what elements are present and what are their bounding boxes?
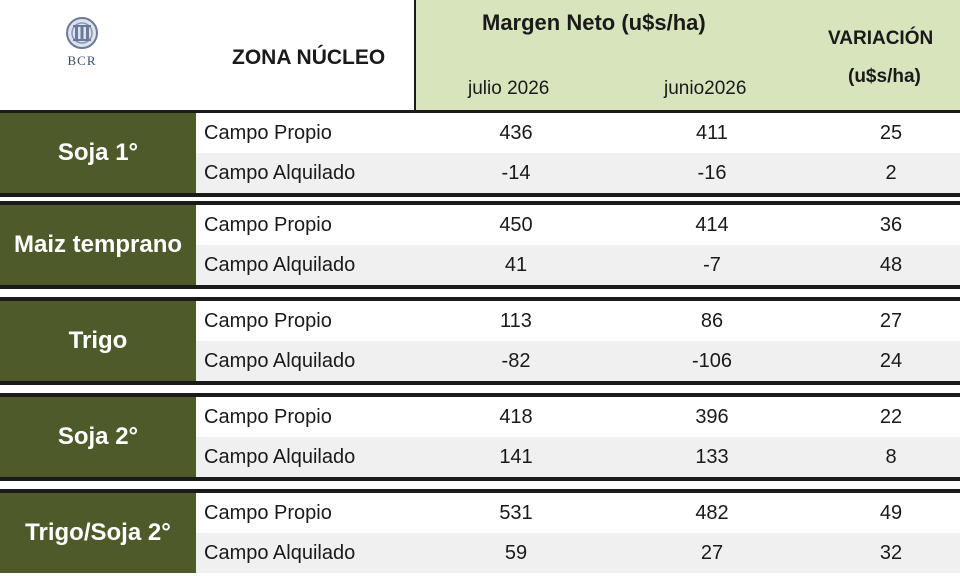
junio-value: 133 — [695, 446, 729, 468]
row-label: Campo Propio — [204, 502, 332, 524]
junio-value: 27 — [700, 542, 724, 564]
crop-label: Trigo/Soja 2° — [25, 519, 171, 546]
crop-label: Soja 2° — [57, 423, 139, 450]
variacion-header: VARIACIÓN — [828, 28, 934, 49]
crop-cell: Soja 1° — [0, 113, 196, 193]
zona-title: ZONA NÚCLEO — [232, 46, 386, 69]
table-row: Campo Propio 418 396 22 — [196, 397, 960, 437]
bcr-logo: BCR — [58, 16, 106, 72]
julio-value: -14 — [501, 162, 531, 184]
group-divider — [0, 285, 960, 289]
margen-header: Margen Neto (u$s/ha) — [482, 10, 706, 35]
junio-value: -106 — [691, 350, 733, 372]
row-label: Campo Alquilado — [204, 254, 356, 276]
variacion-value: 22 — [879, 406, 903, 428]
group-gap — [0, 289, 960, 297]
crop-group-trigo: Trigo Campo Propio 113 86 27 Campo Alqui… — [0, 301, 960, 381]
row-label: Campo Propio — [204, 310, 332, 332]
julio-value: 141 — [499, 446, 533, 468]
variacion-value: 8 — [885, 446, 897, 468]
row-label: Campo Propio — [204, 122, 332, 144]
variacion-value: 48 — [879, 254, 903, 276]
row-label: Campo Propio — [204, 406, 332, 428]
variacion-value: 25 — [879, 122, 903, 144]
group-divider — [0, 297, 960, 301]
group-divider — [0, 489, 960, 493]
group-divider — [0, 201, 960, 205]
crop-label: Trigo — [68, 327, 128, 354]
julio-value: 113 — [500, 310, 532, 332]
header-left: BCR ZONA NÚCLEO — [0, 0, 416, 110]
crop-cell: Trigo — [0, 301, 196, 381]
crop-cell: Maiz temprano — [0, 205, 196, 285]
variacion-value: 27 — [879, 310, 903, 332]
col-julio-header: julio 2026 — [468, 78, 550, 99]
crop-group-maiz-temprano: Maiz temprano Campo Propio 450 414 36 Ca… — [0, 205, 960, 285]
crop-group-soja-2: Soja 2° Campo Propio 418 396 22 Campo Al… — [0, 397, 960, 477]
logo-text: BCR — [67, 53, 97, 68]
julio-value: 418 — [499, 406, 533, 428]
col-junio-header: junio2026 — [664, 78, 747, 99]
junio-value: 396 — [695, 406, 729, 428]
row-label: Campo Alquilado — [204, 446, 356, 468]
row-label: Campo Alquilado — [204, 350, 356, 372]
junio-value: 86 — [700, 310, 724, 332]
julio-value: 59 — [504, 542, 528, 564]
group-divider — [0, 193, 960, 197]
variacion-value: 24 — [879, 350, 903, 372]
row-label: Campo Alquilado — [204, 542, 356, 564]
table-row: Campo Alquilado 59 27 32 — [196, 533, 960, 573]
header-divider — [0, 110, 960, 113]
header-right: Margen Neto (u$s/ha) VARIACIÓN (u$s/ha) … — [416, 0, 960, 110]
row-label: Campo Propio — [204, 214, 332, 236]
bcr-emblem-icon — [66, 17, 98, 49]
table-row: Campo Propio 436 411 25 — [196, 113, 960, 153]
julio-value: -82 — [501, 350, 531, 372]
junio-value: 414 — [695, 214, 729, 236]
crop-label: Soja 1° — [57, 139, 139, 166]
table-row: Campo Propio 531 482 49 — [196, 493, 960, 533]
row-label: Campo Alquilado — [204, 162, 356, 184]
crop-group-soja-1: Soja 1° Campo Propio 436 411 25 Campo Al… — [0, 113, 960, 193]
group-divider — [0, 381, 960, 385]
group-gap — [0, 481, 960, 489]
variacion-value: 32 — [879, 542, 903, 564]
crop-cell: Trigo/Soja 2° — [0, 493, 196, 573]
table-row: Campo Alquilado 41 -7 48 — [196, 245, 960, 285]
variacion-value: 2 — [885, 162, 897, 184]
variacion-value: 36 — [879, 214, 903, 236]
junio-value: 411 — [696, 122, 728, 144]
crop-label: Maiz temprano — [13, 231, 183, 258]
table-row: Campo Alquilado -82 -106 24 — [196, 341, 960, 381]
table-row: Campo Alquilado 141 133 8 — [196, 437, 960, 477]
junio-value: -16 — [697, 162, 727, 184]
julio-value: 450 — [499, 214, 533, 236]
table-row: Campo Propio 450 414 36 — [196, 205, 960, 245]
variacion-value: 49 — [879, 502, 903, 524]
crop-cell: Soja 2° — [0, 397, 196, 477]
group-gap — [0, 385, 960, 393]
group-divider — [0, 477, 960, 481]
table-row: Campo Propio 113 86 27 — [196, 301, 960, 341]
group-divider — [0, 393, 960, 397]
junio-value: 482 — [695, 502, 729, 524]
julio-value: 41 — [504, 254, 528, 276]
table-row: Campo Alquilado -14 -16 2 — [196, 153, 960, 193]
crop-group-trigo-soja-2: Trigo/Soja 2° Campo Propio 531 482 49 Ca… — [0, 493, 960, 573]
variacion-unit: (u$s/ha) — [848, 66, 921, 87]
julio-value: 436 — [499, 122, 533, 144]
julio-value: 531 — [499, 502, 533, 524]
junio-value: -7 — [703, 254, 721, 276]
